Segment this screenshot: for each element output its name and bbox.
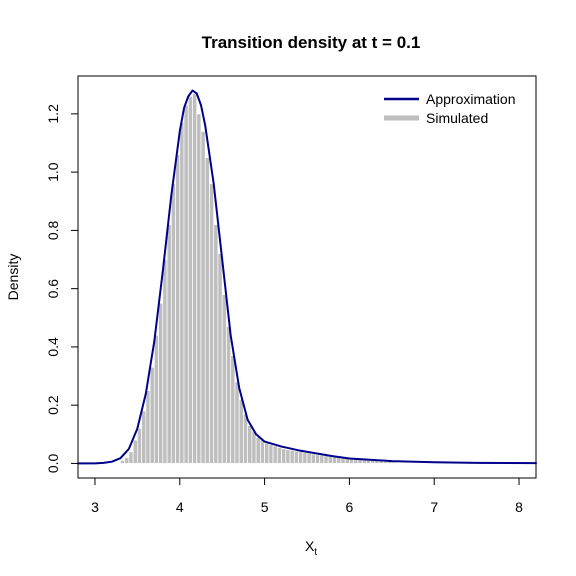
x-tick-label: 6 [346, 499, 354, 515]
histogram-bar [353, 459, 359, 464]
legend-approximation-label: Approximation [426, 91, 516, 107]
y-tick-label: 1.0 [45, 162, 61, 182]
histogram-bar [209, 183, 215, 464]
histogram-bar [310, 453, 316, 464]
histogram-bar [149, 366, 155, 464]
histogram-bar [276, 447, 282, 464]
histogram-bar [170, 183, 176, 464]
y-tick-label: 0.6 [45, 279, 61, 299]
histogram-bar [124, 457, 130, 464]
histogram-bar [187, 96, 193, 464]
x-tick-label: 3 [91, 499, 99, 515]
histogram-bar [315, 454, 321, 464]
histogram-bar [213, 224, 219, 464]
histogram-bar [319, 454, 325, 464]
histogram-bar [247, 425, 253, 464]
histogram-bar [200, 131, 206, 464]
histogram-bar [260, 439, 265, 464]
histogram-bar [132, 439, 138, 464]
histogram-bar [153, 334, 159, 464]
histogram-bar [183, 104, 189, 464]
histogram-bar [217, 253, 223, 464]
histogram-bar [238, 399, 244, 464]
chart-title: Transition density at t = 0.1 [202, 33, 421, 52]
histogram-bar [120, 460, 126, 464]
legend: Approximation Simulated [384, 91, 516, 126]
histogram-bar [323, 455, 329, 464]
y-tick-label: 1.2 [45, 104, 61, 124]
x-tick-label: 5 [261, 499, 269, 515]
histogram-bar [128, 451, 134, 464]
histogram-bar [162, 259, 168, 464]
y-tick-label: 0.4 [45, 337, 61, 357]
histogram-bar [158, 302, 164, 464]
approximation-line [77, 89, 537, 465]
histogram-bar [145, 390, 151, 464]
line-layer [77, 89, 537, 465]
plot-frame [77, 75, 537, 479]
histogram-bar [336, 457, 342, 464]
x-axis-label-subscript: t [314, 547, 317, 558]
histogram-bar [137, 428, 142, 464]
histogram-bar [230, 355, 236, 464]
histogram-bar [306, 452, 312, 464]
histogram-bar [166, 224, 172, 464]
histogram-bar [196, 113, 202, 464]
y-tick-label: 0.8 [45, 220, 61, 240]
histogram-bar [272, 445, 278, 464]
histogram-bar [340, 457, 346, 464]
histogram-bar [221, 294, 227, 464]
histogram-bar [302, 452, 308, 464]
histogram-bar [264, 442, 270, 464]
x-axis: 3 4 5 6 7 8 [91, 478, 523, 515]
x-tick-label: 7 [430, 499, 438, 515]
x-tick-label: 8 [515, 499, 523, 515]
histogram-bar [349, 458, 355, 464]
y-tick-label: 0.0 [45, 453, 61, 473]
histogram-bar [255, 436, 261, 464]
histogram-bar [234, 381, 240, 464]
histogram-bar [293, 450, 299, 464]
x-tick-label: 4 [176, 499, 184, 515]
histogram-bar [251, 431, 257, 464]
y-axis-label: Density [5, 254, 21, 301]
histogram-bar [179, 122, 185, 464]
histogram-bar [192, 93, 198, 464]
histogram-bar [327, 456, 333, 464]
histogram-bar [298, 451, 304, 464]
histogram-bar [289, 449, 295, 464]
histogram-bar [243, 413, 248, 464]
y-axis: 0.0 0.2 0.4 0.6 0.8 1.0 1.2 [45, 104, 78, 473]
x-axis-label-main: X [305, 538, 315, 554]
histogram-bar [332, 456, 338, 464]
histogram-bar [226, 326, 232, 464]
histogram-bar [268, 444, 274, 464]
x-axis-label: Xt [305, 538, 317, 558]
legend-simulated-label: Simulated [426, 110, 488, 126]
histogram-bar [281, 448, 287, 464]
histogram-bar [204, 157, 210, 464]
y-tick-label: 0.2 [45, 395, 61, 415]
histogram-bar [285, 449, 291, 464]
histogram-bar [175, 154, 181, 464]
histogram-bar [141, 410, 147, 464]
